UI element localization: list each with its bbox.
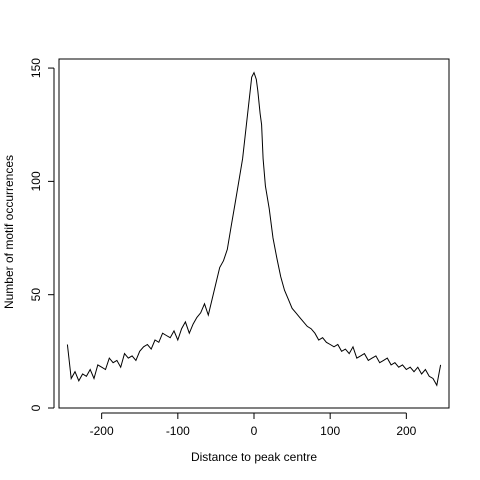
x-axis-label: Distance to peak centre: [191, 450, 317, 464]
y-axis-label: Number of motif occurrences: [2, 155, 16, 309]
x-tick-label: -100: [166, 424, 190, 438]
y-axis: 0 50 100 150: [29, 58, 55, 411]
x-tick-label: 200: [396, 424, 416, 438]
x-tick-label: 0: [251, 424, 258, 438]
x-tick-label: 100: [320, 424, 340, 438]
x-axis: -200 -100 0 100 200: [90, 412, 417, 438]
plot-frame: [58, 58, 450, 409]
y-tick-label: 0: [29, 404, 43, 411]
y-tick-label: 100: [29, 171, 43, 191]
series-line: [66, 71, 442, 387]
x-tick-label: -200: [90, 424, 114, 438]
y-tick-label: 50: [29, 288, 43, 302]
y-tick-label: 150: [29, 58, 43, 78]
